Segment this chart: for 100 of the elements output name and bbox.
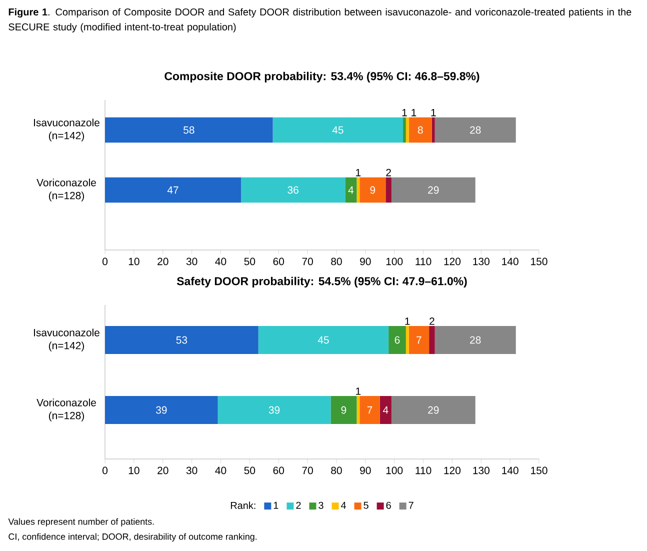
data-label: 1	[402, 109, 407, 116]
x-tick-label: 60	[273, 466, 284, 474]
bar	[330, 396, 357, 424]
x-tick-label: 140	[502, 466, 518, 474]
bar	[360, 177, 386, 203]
x-tick-label: 0	[102, 466, 108, 474]
x-tick-label: 20	[158, 258, 168, 266]
chart-title: Composite DOOR probability: 53.4% (95% CI: 46.8–59.8%)	[164, 72, 480, 82]
data-label: 45	[332, 126, 344, 134]
bar	[386, 177, 392, 203]
x-tick-label: 90	[360, 258, 371, 266]
data-label: 29	[428, 406, 439, 414]
x-tick-label: 70	[302, 466, 313, 474]
y-tick-label: Voriconazole (n=128)	[36, 398, 96, 422]
text: CI, confidence interval; DOOR, desirability of outcome ranking.	[8, 533, 257, 542]
x-tick-label: 90	[360, 466, 371, 474]
x-tick-label: 110	[416, 466, 432, 474]
bar	[434, 117, 516, 143]
data-label: 45	[318, 336, 329, 344]
bar	[403, 117, 406, 143]
legend-label: 5	[364, 502, 368, 509]
text: Values represent number of patients.	[8, 518, 154, 527]
data-label: 4	[348, 186, 354, 194]
x-tick-label: 150	[531, 258, 548, 266]
legend-label: 1	[274, 502, 278, 509]
data-label: 9	[370, 186, 376, 194]
data-label: 2	[430, 318, 434, 325]
x-tick-label: 100	[386, 466, 403, 474]
x-tick-label: 110	[416, 258, 432, 266]
bar	[360, 396, 380, 424]
x-tick-label: 40	[215, 258, 226, 266]
legend-label: 3	[318, 502, 324, 509]
data-label: 7	[416, 336, 422, 344]
bar	[408, 326, 430, 354]
legend-label: 6	[386, 502, 391, 509]
x-tick-label: 70	[302, 258, 313, 266]
data-label: 4	[382, 406, 388, 414]
bar	[105, 396, 218, 424]
data-label: 53	[176, 336, 188, 344]
data-label: 1	[356, 169, 361, 176]
x-tick-label: 20	[158, 466, 168, 474]
y-tick-label: Isavuconazole (n=142)	[34, 118, 100, 142]
x-tick-label: 120	[444, 466, 461, 474]
x-tick-label: 10	[128, 466, 140, 474]
bar	[240, 177, 346, 203]
bar	[388, 326, 406, 354]
bar	[105, 177, 241, 203]
x-tick-label: 50	[244, 466, 256, 474]
data-label: 47	[167, 186, 178, 194]
x-tick-label: 40	[215, 466, 226, 474]
data-label: 2	[386, 168, 391, 176]
bar	[429, 326, 435, 354]
legend-title: Rank:	[230, 502, 256, 509]
x-tick-label: 140	[502, 258, 518, 266]
bar	[356, 177, 360, 203]
legend-label: 2	[296, 502, 301, 509]
x-tick-label: 30	[186, 258, 198, 266]
x-tick-label: 120	[444, 258, 461, 266]
chart-title: Safety DOOR probability: 54.5% (95% CI: 47.9–61.0%)	[176, 276, 467, 288]
data-label: 7	[367, 406, 372, 414]
bar	[391, 396, 476, 424]
data-label: 29	[428, 186, 439, 194]
bar	[406, 326, 409, 354]
x-tick-label: 150	[531, 466, 548, 474]
data-label: 58	[184, 126, 194, 134]
data-label: 8	[418, 126, 423, 134]
x-tick-label: 100	[386, 258, 403, 266]
bar	[105, 117, 273, 143]
x-tick-label: 130	[473, 258, 490, 266]
data-label: 28	[470, 336, 481, 344]
x-tick-label: 60	[273, 258, 284, 266]
bar	[345, 177, 357, 203]
data-label: 28	[470, 126, 481, 134]
y-tick-label: Voriconazole (n=128)	[36, 178, 96, 202]
x-tick-label: 0	[102, 258, 108, 266]
y-tick-label: Isavuconazole (n=142)	[34, 328, 100, 352]
data-label: 1	[356, 388, 361, 395]
bar	[391, 177, 476, 203]
data-label: 39	[268, 406, 280, 414]
x-tick-label: 80	[331, 466, 342, 474]
bar	[356, 396, 360, 424]
text: Figure 1. Comparison of Composite DOOR and Safety DOOR distribution between isavuconazole- and voriconazole-treated patients in the SECURE study (modified intent-to-treat population)	[8, 8, 632, 32]
bar	[105, 326, 258, 354]
bar	[218, 396, 331, 424]
bar	[380, 396, 392, 424]
bar	[406, 117, 409, 143]
legend-label: 4	[340, 502, 346, 509]
data-label: 1	[412, 109, 416, 116]
data-label: 39	[156, 406, 167, 414]
data-label: 9	[341, 406, 346, 414]
x-tick-label: 30	[186, 466, 198, 474]
legend-label: 7	[408, 502, 414, 509]
bar	[258, 326, 389, 354]
data-label: 6	[394, 336, 400, 344]
bar	[408, 117, 432, 143]
x-tick-label: 80	[331, 258, 342, 266]
x-tick-label: 50	[244, 258, 256, 266]
bar	[434, 326, 516, 354]
data-label: 36	[288, 186, 298, 194]
bar	[432, 117, 435, 143]
